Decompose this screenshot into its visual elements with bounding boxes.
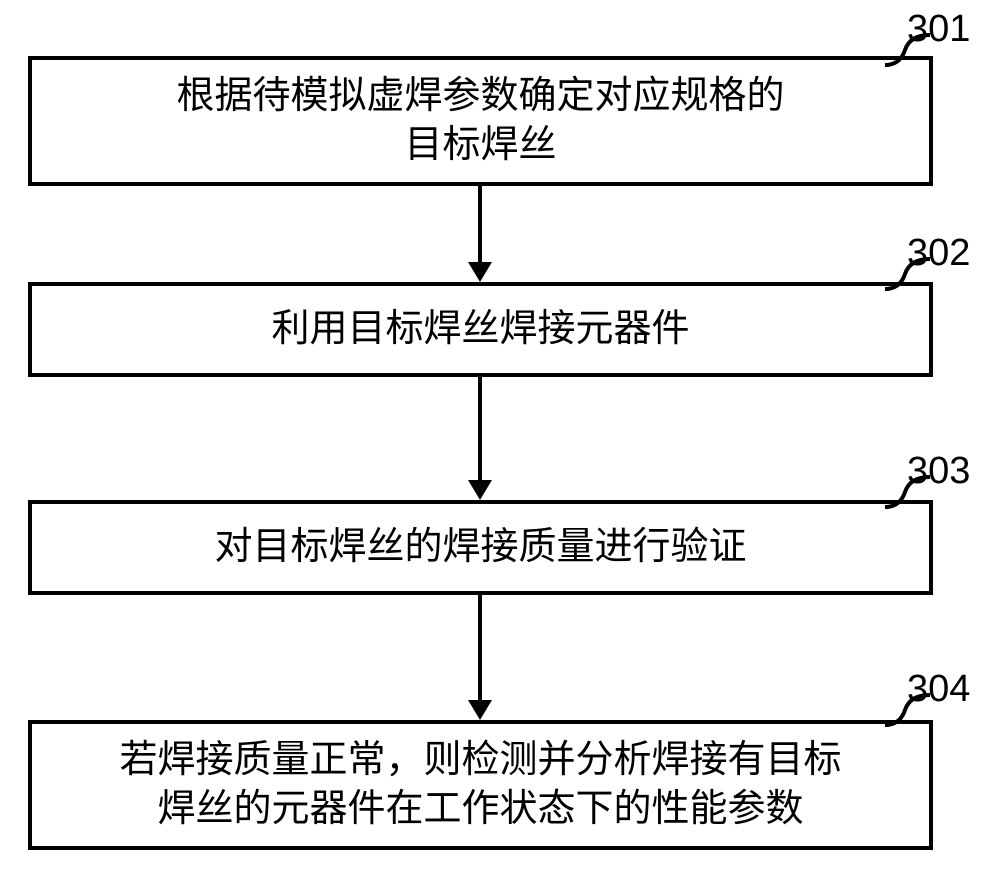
arrow-head-icon xyxy=(468,262,492,282)
step-301-line1: 根据待模拟虚焊参数确定对应规格的 xyxy=(176,75,784,117)
step-label-303: 303 xyxy=(907,450,970,493)
arrow-head-icon xyxy=(468,480,492,500)
step-text-302: 利用目标焊丝焊接元器件 xyxy=(271,305,689,354)
arrow-head-icon xyxy=(468,700,492,720)
step-text-303: 对目标焊丝的焊接质量进行验证 xyxy=(214,523,746,572)
step-label-302: 302 xyxy=(907,232,970,275)
step-304-line1: 若焊接质量正常，则检测并分析焊接有目标 xyxy=(119,739,841,781)
arrow-line xyxy=(478,595,482,700)
step-text-301: 根据待模拟虚焊参数确定对应规格的 目标焊丝 xyxy=(176,72,784,171)
step-303-line1: 对目标焊丝的焊接质量进行验证 xyxy=(214,526,746,568)
step-box-303: 对目标焊丝的焊接质量进行验证 xyxy=(28,500,933,595)
step-301-line2: 目标焊丝 xyxy=(404,124,556,166)
step-box-301: 根据待模拟虚焊参数确定对应规格的 目标焊丝 xyxy=(28,56,933,186)
step-box-302: 利用目标焊丝焊接元器件 xyxy=(28,282,933,377)
step-label-301: 301 xyxy=(907,8,970,51)
flowchart-diagram: 根据待模拟虚焊参数确定对应规格的 目标焊丝 301 利用目标焊丝焊接元器件 30… xyxy=(0,0,1000,892)
arrow-line xyxy=(478,186,482,262)
step-304-line2: 焊丝的元器件在工作状态下的性能参数 xyxy=(157,788,803,830)
step-label-304: 304 xyxy=(907,668,970,711)
step-text-304: 若焊接质量正常，则检测并分析焊接有目标 焊丝的元器件在工作状态下的性能参数 xyxy=(119,736,841,835)
arrow-line xyxy=(478,377,482,480)
step-302-line1: 利用目标焊丝焊接元器件 xyxy=(271,308,689,350)
step-box-304: 若焊接质量正常，则检测并分析焊接有目标 焊丝的元器件在工作状态下的性能参数 xyxy=(28,720,933,850)
